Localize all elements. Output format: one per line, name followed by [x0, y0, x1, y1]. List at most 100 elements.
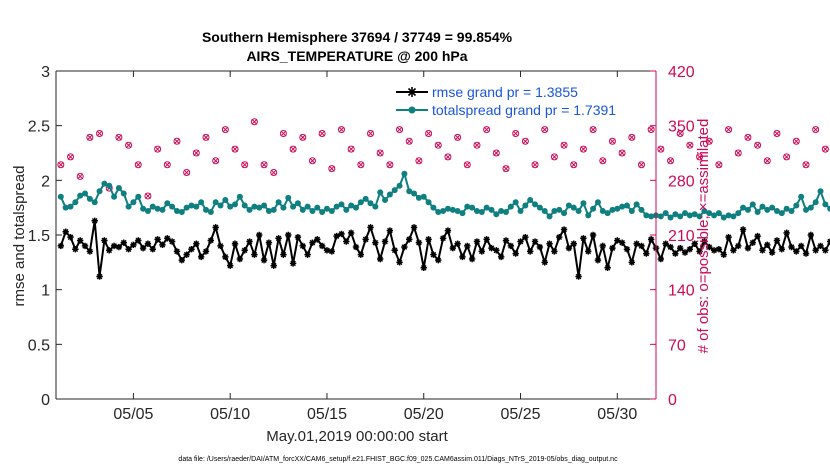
totalspread-point: [541, 207, 548, 214]
rmse-point: [372, 239, 379, 246]
rmse-point: [401, 243, 408, 251]
obs-assimilated-marker: [174, 138, 180, 145]
obs-possible-marker: [96, 129, 104, 137]
rmse-point: [304, 251, 311, 258]
obs-possible-marker: [221, 126, 229, 134]
totalspread-point: [425, 199, 432, 206]
totalspread-point: [67, 203, 74, 210]
rmse-point: [81, 242, 89, 250]
rmse-point: [241, 247, 248, 254]
obs-possible-marker: [154, 145, 162, 153]
obs-assimilated-marker: [406, 138, 413, 145]
totalspread-point: [125, 203, 132, 210]
totalspread-point: [280, 204, 287, 211]
x-axis-ticks: 05/05 05/10 05/15 05/20 05/25 05/30: [113, 71, 637, 423]
obs-assimilated-marker: [270, 169, 277, 176]
obs-assimilated-marker: [744, 134, 751, 141]
rmse-point: [546, 240, 553, 247]
rmse-point: [188, 246, 195, 253]
rmse-point: [110, 242, 118, 250]
rmse-point: [333, 232, 340, 240]
legend-rmse-marker: [407, 87, 417, 97]
rmse-point: [715, 246, 723, 253]
totalspread-point: [135, 193, 142, 200]
totalspread-point: [803, 206, 809, 213]
obs-possible-marker: [444, 153, 452, 161]
totalspread-point: [270, 206, 277, 213]
obs-assimilated-marker: [357, 161, 364, 168]
obs-possible-marker: [308, 157, 316, 165]
obs-possible-marker: [773, 129, 781, 137]
rmse-point: [768, 249, 776, 256]
rmse-point: [72, 246, 79, 253]
totalspread-point: [822, 201, 829, 208]
rmse-point: [256, 231, 263, 239]
rmse-point: [735, 242, 742, 250]
rmse-point: [101, 237, 108, 244]
totalspread-point: [696, 213, 703, 220]
obs-possible-marker: [608, 137, 616, 145]
obs-possible-marker: [125, 141, 133, 149]
totalspread-point: [115, 184, 122, 191]
obs-possible-marker: [289, 145, 297, 153]
obs-assimilated-marker: [667, 157, 674, 164]
rmse-point: [299, 242, 306, 250]
totalspread-point: [507, 203, 514, 210]
totalspread-point: [604, 210, 611, 217]
totalspread-point: [357, 199, 364, 206]
totalspread-point: [464, 203, 471, 210]
totalspread-point: [207, 209, 214, 216]
totalspread-point: [619, 203, 626, 210]
obs-assimilated-marker: [822, 146, 829, 153]
totalspread-point: [754, 209, 761, 216]
obs-assimilated-marker: [425, 130, 432, 137]
totalspread-series: [57, 170, 830, 221]
obs-possible-marker: [725, 126, 733, 134]
totalspread-point: [730, 213, 737, 220]
totalspread-point: [633, 201, 640, 208]
rmse-point: [231, 240, 239, 247]
totalspread-point: [72, 199, 79, 206]
rmse-point: [309, 239, 316, 246]
right-y-tick-label: 0: [668, 392, 677, 409]
rmse-point: [193, 240, 200, 247]
obs-assimilated-marker: [764, 157, 771, 164]
rmse-point: [623, 246, 631, 253]
obs-assimilated-marker: [193, 150, 200, 156]
totalspread-point: [677, 213, 684, 220]
left-y-tick-label: 1.5: [28, 228, 50, 245]
totalspread-point: [532, 201, 539, 208]
rmse-point: [807, 231, 815, 239]
rmse-point: [778, 246, 786, 253]
obs-assimilated-marker: [532, 161, 538, 168]
totalspread-point: [648, 213, 655, 220]
left-y-tick-label: 2: [41, 173, 50, 190]
obs-possible-marker: [415, 157, 423, 165]
totalspread-point: [323, 205, 330, 212]
totalspread-point: [667, 214, 674, 221]
totalspread-point: [773, 207, 780, 214]
obs-possible-marker: [318, 129, 326, 137]
rmse-point: [352, 243, 360, 251]
totalspread-point: [377, 189, 384, 196]
obs-possible-marker: [686, 141, 694, 149]
rmse-point: [706, 243, 713, 251]
obs-assimilated-marker: [657, 146, 664, 153]
rmse-point: [135, 237, 142, 244]
totalspread-point: [682, 210, 689, 217]
totalspread-point: [120, 190, 127, 197]
obs-possible-marker: [734, 149, 742, 157]
rmse-point: [497, 253, 505, 261]
obs-possible-marker: [763, 157, 771, 165]
totalspread-point: [396, 182, 403, 189]
rmse-point: [604, 264, 611, 271]
totalspread-point: [169, 203, 176, 210]
obs-assimilated-marker: [415, 157, 422, 164]
rmse-point: [739, 226, 747, 233]
obs-assimilated-marker: [164, 161, 171, 168]
obs-assimilated-marker: [135, 161, 142, 168]
rmse-point: [391, 247, 398, 254]
obs-assimilated-marker: [590, 126, 597, 133]
obs-assimilated-marker: [522, 138, 529, 145]
rmse-point: [415, 239, 423, 246]
